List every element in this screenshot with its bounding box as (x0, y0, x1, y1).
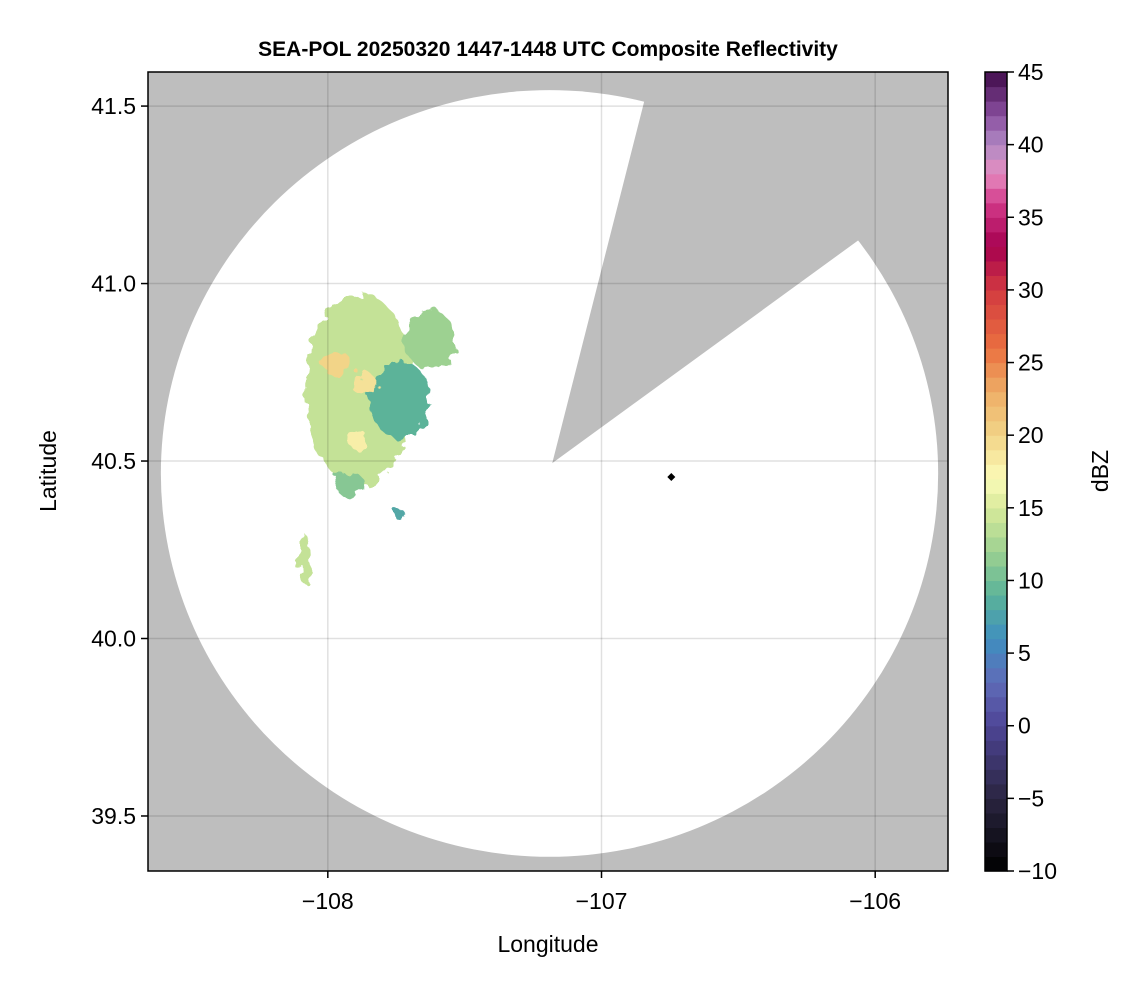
colorbar-band (985, 115, 1007, 131)
echo-cell (322, 352, 353, 377)
colorbar-band (985, 856, 1007, 872)
colorbar-band (985, 812, 1007, 829)
colorbar-tick-label: 10 (1018, 567, 1044, 593)
chart-title: SEA-POL 20250320 1447-1448 UTC Composite… (258, 38, 838, 61)
colorbar-band (985, 478, 1007, 494)
colorbar-tick-label: 25 (1018, 350, 1044, 376)
colorbar-frame (984, 71, 1008, 872)
radar-marker (667, 473, 676, 482)
colorbar-band (985, 188, 1007, 204)
colorbar-band (985, 493, 1007, 509)
echo-cell (352, 372, 377, 397)
colorbar-band (985, 725, 1007, 741)
echo-cell (347, 429, 368, 450)
colorbar-band (985, 594, 1007, 611)
x-axis-label: Longitude (497, 931, 598, 957)
colorbar-band (985, 348, 1007, 364)
colorbar-tick-label: 0 (1018, 713, 1031, 739)
colorbar-tick-label: 45 (1018, 59, 1044, 85)
colorbar-band (985, 246, 1007, 262)
colorbar-band (985, 231, 1007, 247)
colorbar-tick-label: −5 (1018, 785, 1044, 811)
y-axis: 39.5 40.0 40.5 41.0 41.5 (91, 93, 148, 829)
echo-cell (369, 360, 430, 439)
colorbar-band (985, 696, 1007, 712)
echo-cell (334, 472, 365, 497)
colorbar-band (985, 638, 1007, 654)
plot-frame (147, 71, 949, 872)
colorbar-tick-label: 35 (1018, 204, 1044, 230)
y-axis-label: Latitude (35, 430, 61, 512)
y-tick-label: 40.0 (91, 626, 136, 652)
colorbar-band (985, 783, 1007, 799)
colorbar-band (985, 144, 1007, 160)
colorbar-band (985, 72, 1007, 88)
colorbar-band (985, 754, 1007, 770)
colorbar-band (985, 798, 1007, 814)
y-tick-label: 41.0 (91, 271, 136, 297)
colorbar-band (985, 522, 1007, 538)
y-tick-label: 39.5 (91, 803, 136, 829)
colorbar-tick-label: −10 (1018, 858, 1057, 884)
colorbar-band (985, 217, 1007, 233)
colorbar-tick-label: 20 (1018, 422, 1044, 448)
colorbar-band (985, 682, 1007, 698)
colorbar-band (985, 653, 1007, 669)
echo-layer (298, 293, 455, 585)
colorbar-band (985, 289, 1007, 306)
colorbar: −10 −5 0 5 10 15 20 25 30 35 40 45 (984, 59, 1057, 884)
colorbar-band (985, 565, 1007, 582)
colorbar-band (985, 318, 1007, 335)
grid-lines (148, 72, 948, 871)
colorbar-band (985, 406, 1007, 422)
colorbar-band (985, 362, 1007, 378)
colorbar-band (985, 827, 1007, 843)
colorbar-band (985, 609, 1007, 625)
x-tick-label: −107 (576, 888, 628, 914)
colorbar-band (985, 275, 1007, 291)
colorbar-band (985, 391, 1007, 407)
colorbar-band (985, 377, 1007, 393)
echo-cell (394, 509, 406, 520)
colorbar-tick-label: 30 (1018, 277, 1044, 303)
colorbar-band (985, 464, 1007, 480)
y-tick-label: 41.5 (91, 93, 136, 119)
colorbar-band (985, 130, 1007, 146)
colorbar-band (985, 420, 1007, 436)
colorbar-band (985, 551, 1007, 567)
colorbar-band (985, 260, 1007, 276)
colorbar-band (985, 841, 1007, 858)
colorbar-band (985, 333, 1007, 349)
y-tick-label: 40.5 (91, 448, 136, 474)
colorbar-band (985, 740, 1007, 756)
colorbar-band (985, 711, 1007, 727)
colorbar-band (985, 86, 1007, 102)
colorbar-band (985, 449, 1007, 465)
x-axis: −108 −107 −106 (302, 871, 901, 914)
colorbar-band (985, 173, 1007, 189)
colorbar-band (985, 304, 1007, 320)
colorbar-band (985, 101, 1007, 117)
blocked-sector (552, 72, 948, 464)
colorbar-tick-label: 40 (1018, 132, 1044, 158)
colorbar-tick-label: 5 (1018, 640, 1031, 666)
colorbar-tick-label: 15 (1018, 495, 1044, 521)
colorbar-band (985, 580, 1007, 596)
colorbar-band (985, 624, 1007, 640)
echo-cell (298, 534, 311, 585)
colorbar-band (985, 202, 1007, 218)
colorbar-band (985, 536, 1007, 552)
x-tick-label: −106 (849, 888, 901, 914)
colorbar-band (985, 435, 1007, 451)
colorbar-band (985, 159, 1007, 175)
colorbar-band (985, 769, 1007, 785)
x-tick-label: −108 (302, 888, 354, 914)
colorbar-band (985, 667, 1007, 683)
colorbar-label: dBZ (1087, 450, 1113, 492)
colorbar-band (985, 507, 1007, 523)
echo-cell (404, 309, 455, 370)
